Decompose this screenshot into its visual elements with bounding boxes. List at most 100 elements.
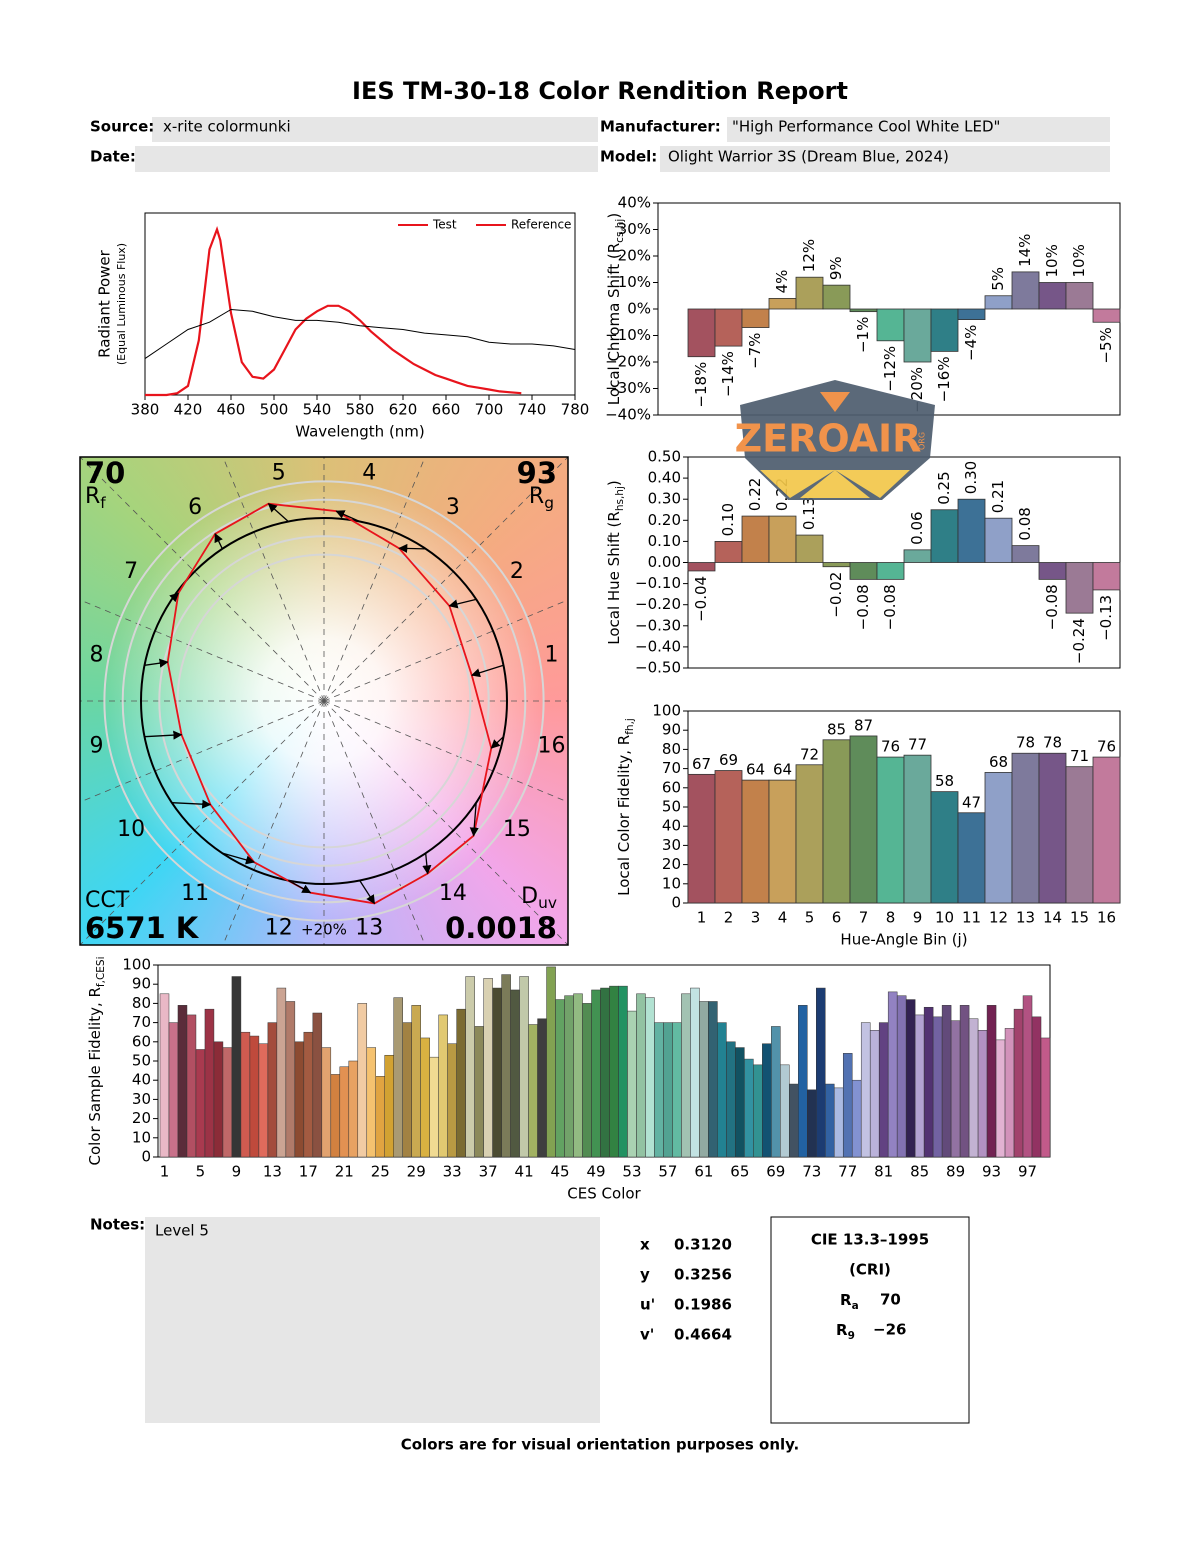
y-tick-label: 80	[662, 740, 681, 758]
bar	[1092, 562, 1121, 591]
bar	[878, 1022, 889, 1158]
x-tick-label: 93	[982, 1163, 1001, 1181]
bar	[744, 1058, 754, 1158]
y-axis-label-part: )	[605, 213, 623, 219]
bar	[636, 993, 646, 1158]
x-tick-label: 6	[832, 909, 842, 927]
bar	[957, 498, 986, 563]
chromaticity-label: y	[640, 1266, 650, 1284]
y-tick-label: 10%	[618, 273, 651, 291]
value-label: 14%	[1016, 234, 1034, 267]
cri-symbol-part: R	[836, 1321, 848, 1339]
bar	[231, 976, 242, 1158]
bar	[564, 995, 574, 1158]
bar	[833, 1087, 844, 1158]
shift-arrow	[144, 730, 183, 740]
y-tick-label: 70	[662, 759, 681, 777]
value-label: 64	[746, 761, 765, 779]
bar	[303, 1031, 314, 1158]
shift-arrow	[359, 880, 376, 905]
value-label: −0.04	[692, 576, 710, 622]
duv-symbol: Duv	[521, 884, 557, 912]
rf-symbol-part: f	[100, 494, 106, 512]
bar	[339, 1066, 350, 1158]
y-tick-label: 30	[132, 1090, 151, 1108]
y-tick-label: 80	[132, 994, 151, 1012]
cri-symbol: Ra	[840, 1291, 859, 1313]
bar	[240, 1031, 251, 1158]
y-tick-label: 0.10	[648, 532, 681, 550]
bar	[483, 978, 493, 1158]
bar	[780, 1064, 790, 1158]
bar	[896, 995, 907, 1158]
bar	[294, 1041, 305, 1158]
x-tick-label: 16	[1097, 909, 1116, 927]
value-label: 12%	[800, 239, 818, 272]
shift-arrow	[398, 543, 426, 554]
bar	[555, 999, 565, 1158]
shift-arrow	[470, 664, 504, 678]
field-box	[152, 117, 598, 142]
bar	[735, 1047, 745, 1158]
y-axis-label-part: fh,j	[624, 718, 636, 735]
bar	[717, 1022, 727, 1158]
cri-symbol: R9	[836, 1321, 855, 1343]
value-label: 0.08	[1016, 507, 1034, 540]
bar	[600, 987, 610, 1158]
bar	[876, 308, 905, 342]
x-tick-label: 660	[432, 401, 461, 419]
x-tick-label: 77	[838, 1163, 857, 1181]
x-tick-label: 5	[196, 1163, 206, 1181]
bar	[384, 1054, 394, 1158]
value-label: −12%	[881, 346, 899, 392]
x-tick-label: 41	[515, 1163, 534, 1181]
y-tick-label: 10	[132, 1128, 151, 1146]
bar	[609, 985, 619, 1158]
bar	[618, 985, 628, 1158]
bar	[1065, 766, 1094, 904]
bar	[402, 1022, 412, 1158]
bar	[204, 1008, 215, 1158]
hue-division	[80, 700, 325, 945]
x-tick-label: 700	[475, 401, 504, 419]
bar	[977, 1030, 988, 1158]
y-tick-label: 0	[141, 1148, 151, 1166]
watermark-text: ZEROAIR	[735, 417, 922, 461]
bar	[1038, 562, 1067, 580]
spectrum-line	[144, 308, 576, 360]
y-tick-label: 20	[132, 1109, 151, 1127]
chromaticity-label: u'	[640, 1296, 655, 1314]
x-axis-label: Wavelength (nm)	[295, 423, 425, 441]
bar	[159, 993, 170, 1158]
x-tick-label: 9	[913, 909, 923, 927]
bar	[510, 989, 520, 1158]
rg-symbol-part: R	[529, 484, 544, 509]
x-tick-label: 17	[299, 1163, 318, 1181]
hue-bin-label: 16	[538, 733, 566, 758]
cri-value: 70	[880, 1291, 901, 1309]
value-label: 0.10	[719, 503, 737, 536]
rg-value: 93	[517, 456, 557, 490]
y-tick-label: 0	[671, 894, 681, 912]
shift-arrow	[171, 799, 212, 809]
shift-arrow	[144, 658, 169, 668]
bar	[285, 1001, 296, 1158]
y-tick-label: −0.40	[635, 637, 681, 655]
x-tick-label: 53	[622, 1163, 641, 1181]
x-tick-label: 15	[1070, 909, 1089, 927]
hue-division	[323, 599, 568, 702]
field-label: Model:	[600, 148, 657, 166]
cri-symbol-part: 9	[848, 1330, 855, 1342]
bar	[941, 1005, 952, 1158]
y-axis-label-part: Local Chroma Shift (R	[605, 243, 623, 405]
watermark-rays	[760, 470, 910, 498]
x-tick-label: 29	[407, 1163, 426, 1181]
bar	[276, 987, 287, 1158]
legend-label: Test	[432, 218, 457, 232]
bar	[1038, 282, 1067, 310]
cri-subtitle: (CRI)	[849, 1261, 891, 1279]
x-tick-label: 580	[346, 401, 375, 419]
value-label: −0.08	[881, 584, 899, 630]
x-tick-label: 33	[443, 1163, 462, 1181]
y-axis-label: (Equal Luminous Flux)	[115, 243, 128, 365]
